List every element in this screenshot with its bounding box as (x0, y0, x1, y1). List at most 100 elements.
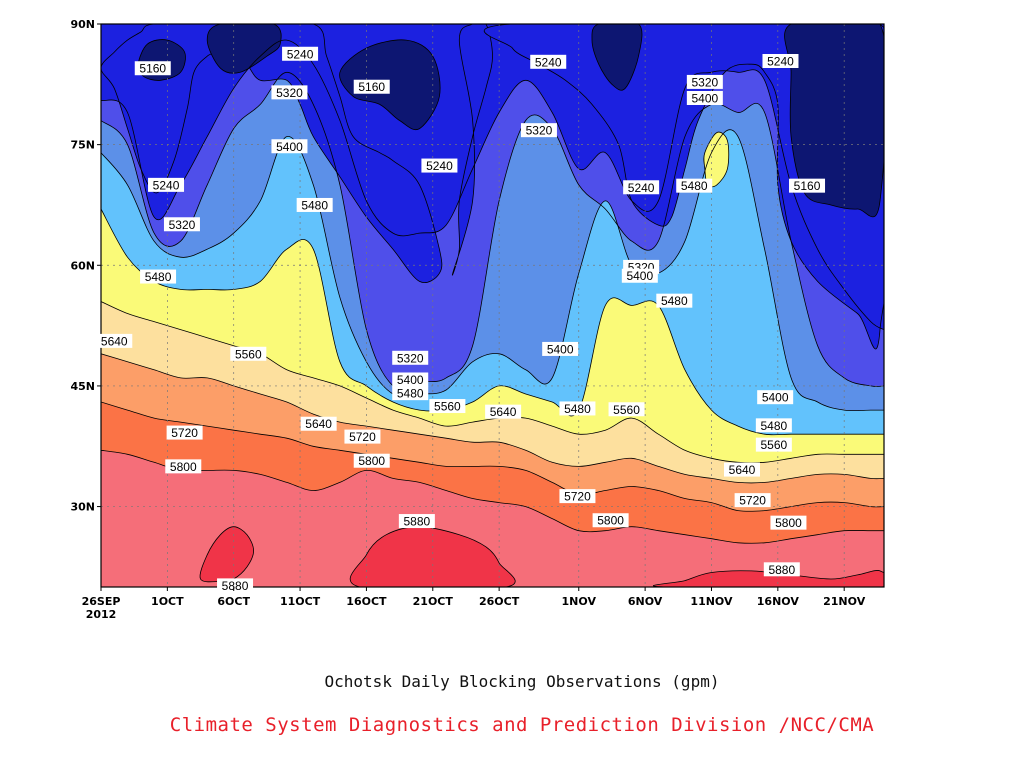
contour-label: 5560 (429, 399, 466, 414)
plot-frame (100, 23, 885, 588)
contour-label-box (271, 85, 308, 100)
contour-label: 5720 (166, 425, 203, 440)
contour-label-text: 5240 (153, 178, 180, 192)
contour-label-box (429, 399, 466, 414)
contour-label-box (166, 425, 203, 440)
contour-label-text: 5640 (729, 463, 756, 477)
contour-label-box (353, 79, 390, 94)
contour-label-box (755, 437, 792, 452)
contour-label: 5800 (592, 513, 629, 528)
x-tick-label: 16NOV (757, 595, 800, 608)
low-5160-area-1 (206, 24, 282, 74)
contour-label-text: 5880 (768, 563, 795, 577)
contour-label-box (592, 513, 629, 528)
contour-label: 5480 (392, 386, 429, 401)
y-tick-label: 90N (70, 18, 95, 31)
x-tick-label: 21NOV (823, 595, 866, 608)
chart-title: Ochotsk Daily Blocking Observations (gpm… (324, 672, 720, 691)
contour-label-text: 5560 (613, 403, 640, 417)
contour-label-text: 5720 (739, 494, 766, 508)
contour-label-box (757, 390, 794, 405)
contour-label-text: 5640 (101, 334, 128, 348)
contour-label-box (623, 180, 660, 195)
contour-label: 5160 (789, 178, 826, 193)
contour-label-box (282, 46, 319, 61)
y-tick-label: 30N (70, 501, 95, 514)
contour-label: 5640 (485, 404, 522, 419)
x-tick-label: 26OCT (479, 595, 520, 608)
contour-label-box (421, 158, 458, 173)
contour-label: 5880 (217, 578, 254, 593)
contour-label: 5320 (686, 74, 723, 89)
contour-label: 5400 (271, 139, 308, 154)
contour-label-box (271, 139, 308, 154)
contour-label: 5320 (392, 350, 429, 365)
contour-label-text: 5160 (358, 80, 385, 94)
contour-label-box (140, 269, 177, 284)
x-tick-label: 6NOV (628, 595, 663, 608)
y-tick-label: 45N (70, 380, 95, 393)
contour-label-box (762, 53, 799, 68)
contour-label: 5320 (271, 85, 308, 100)
contour-label-box (755, 418, 792, 433)
contour-label-box (148, 177, 185, 192)
contour-label-text: 5400 (276, 140, 303, 154)
contour-label-box (763, 562, 800, 577)
contour-label-text: 5160 (794, 179, 821, 193)
low-5240-area-1 (226, 24, 443, 283)
contour-label-box (217, 578, 254, 593)
low-5240-area-2 (451, 24, 493, 276)
x-tick-sublabel: 2012 (86, 608, 117, 621)
contour-label-text: 5400 (762, 391, 789, 405)
contour-label-text: 5240 (628, 181, 655, 195)
contour-label-box (296, 197, 333, 212)
contour-label: 5320 (520, 123, 557, 138)
contour-label-box (165, 459, 202, 474)
x-tick-label: 26SEP (82, 595, 121, 608)
contour-label-box (656, 293, 693, 308)
contour-label: 5160 (353, 79, 390, 94)
contour-label-box (300, 416, 337, 431)
high-5880-area-1 (349, 526, 516, 587)
contour-label: 5720 (344, 429, 381, 444)
contour-label-text: 5400 (547, 342, 574, 356)
contour-label: 5160 (134, 61, 171, 76)
y-axis: 30N 45N 60N 75N 90N (70, 18, 101, 514)
contour-label-box (559, 489, 596, 504)
contour-label-text: 5800 (358, 454, 385, 468)
contour-label-text: 5240 (287, 47, 314, 61)
contour-line-5480 (101, 129, 884, 412)
contour-label: 5880 (763, 562, 800, 577)
contour-line-5800 (101, 401, 884, 512)
contour-label-box (621, 268, 658, 283)
contour-line-5400 (101, 71, 884, 390)
contour-label-box (163, 217, 200, 232)
contour-label: 5560 (755, 437, 792, 452)
contour-label: 5240 (282, 46, 319, 61)
low-5240-area-3 (483, 24, 884, 350)
contour-label: 5480 (296, 197, 333, 212)
contour-label-text: 5800 (170, 460, 197, 474)
contour-label-text: 5480 (564, 402, 591, 416)
contour-label: 5560 (230, 346, 267, 361)
contour-label-box (392, 372, 429, 387)
x-tick-label: 11NOV (690, 595, 733, 608)
contour-label: 5400 (686, 90, 723, 105)
contour-label-box (542, 341, 579, 356)
contour-label-text: 5160 (139, 62, 166, 76)
contour-line-5880 (101, 449, 884, 544)
contour-label-text: 5400 (626, 269, 653, 283)
x-tick-label: 1OCT (151, 595, 184, 608)
contour-label-text: 5800 (597, 514, 624, 528)
contour-label-text: 5320 (397, 351, 424, 365)
contour-label-box (230, 346, 267, 361)
contour-label-text: 5640 (305, 417, 332, 431)
contour-label-box (520, 123, 557, 138)
contour-label-text: 5480 (397, 387, 424, 401)
contour-label: 5400 (757, 390, 794, 405)
contour-label-text: 5560 (760, 438, 787, 452)
contour-label-text: 5320 (276, 86, 303, 100)
contour-label-box (485, 404, 522, 419)
contour-label: 5640 (723, 462, 760, 477)
contour-label-text: 5480 (145, 270, 172, 284)
